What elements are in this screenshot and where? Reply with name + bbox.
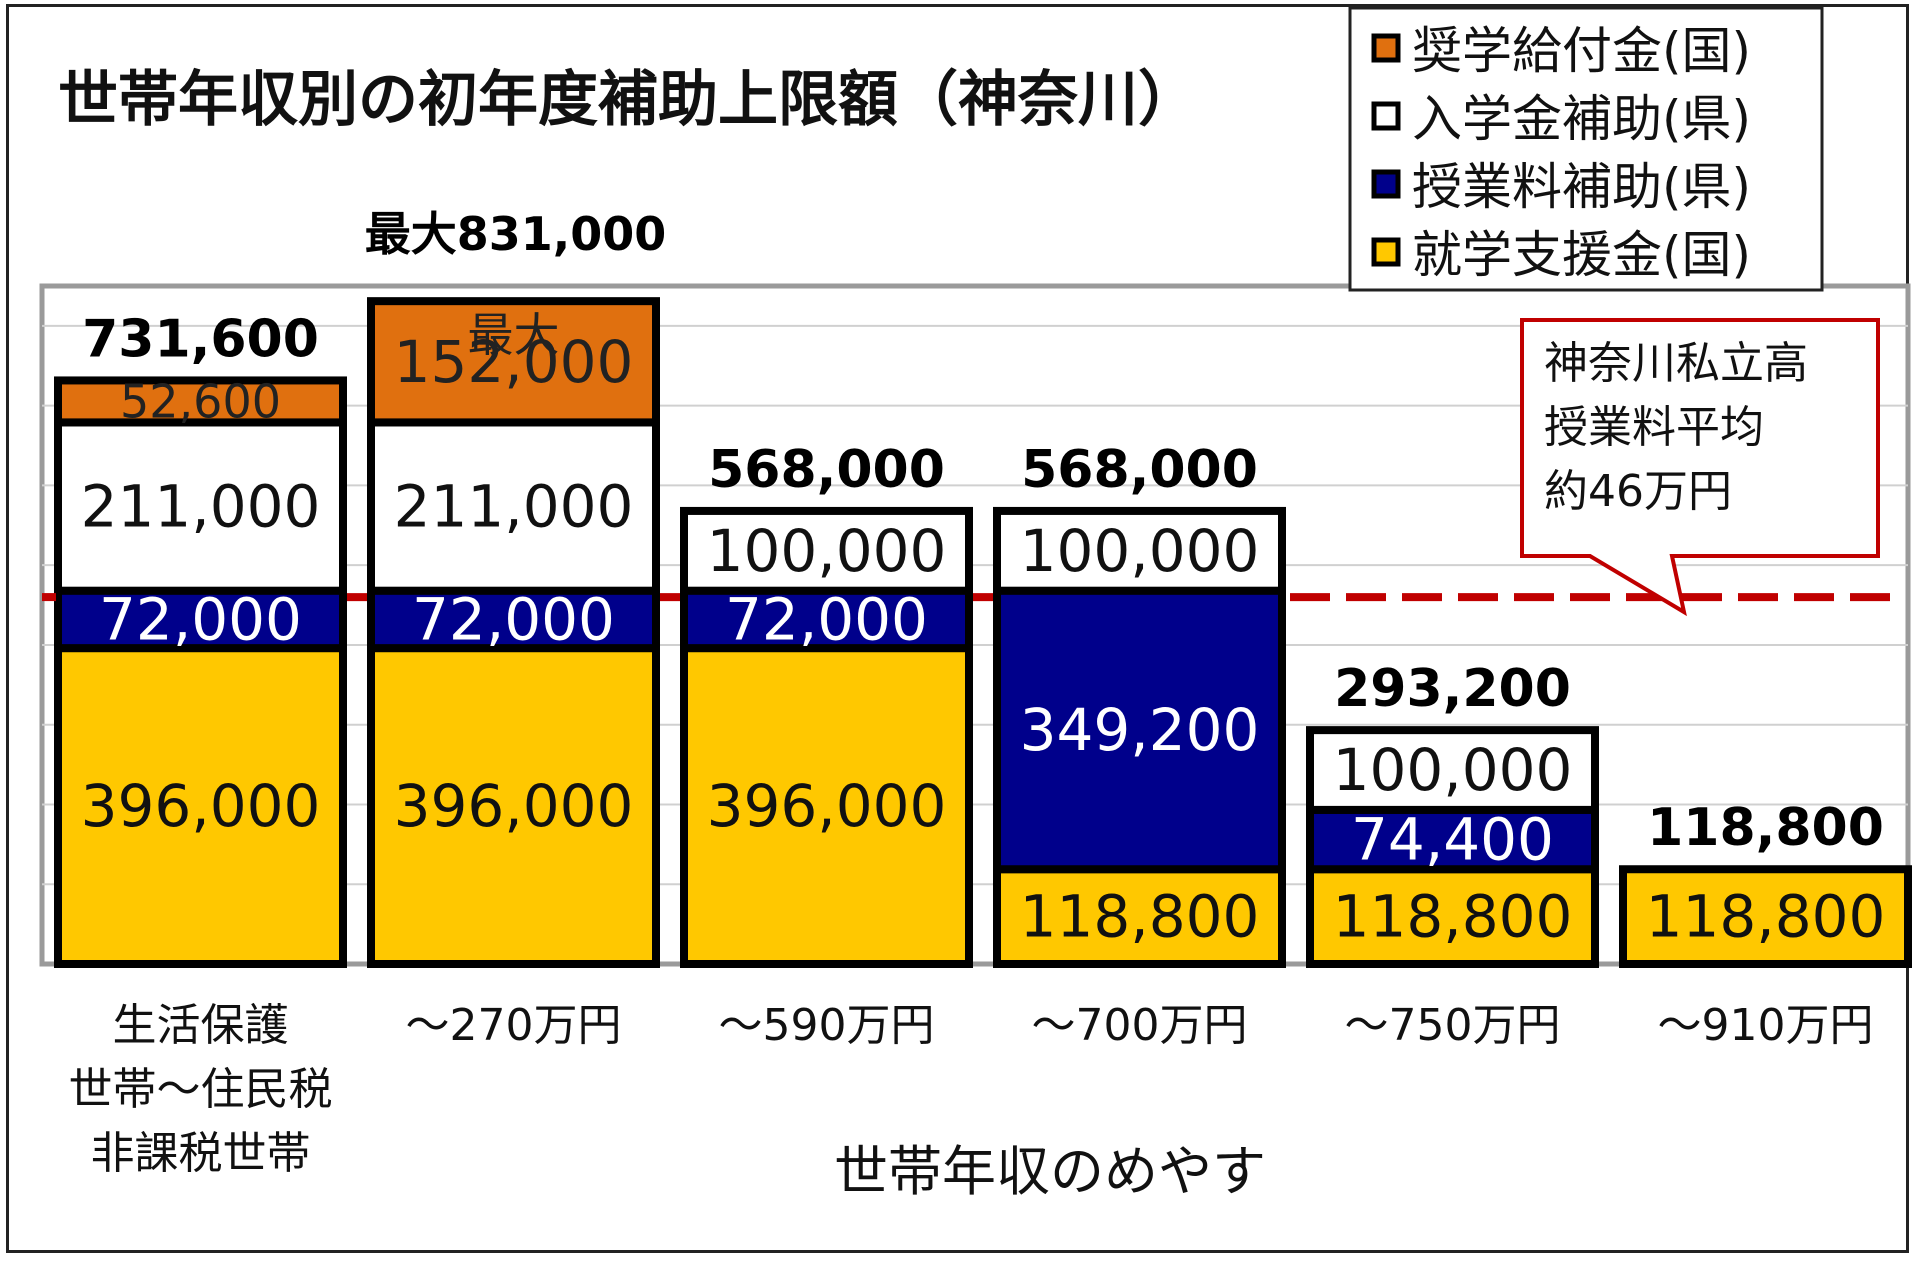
category-label: ～270万円: [406, 1000, 622, 1051]
legend-label: 入学金補助(県): [1412, 90, 1751, 148]
legend-swatch: [1371, 33, 1401, 63]
segment-label: 100,000: [1333, 736, 1573, 804]
category-label: ～750万円: [1345, 1000, 1561, 1051]
bar-segment: [680, 506, 973, 595]
segment-label: 100,000: [707, 517, 947, 585]
bar-segment: [1619, 865, 1912, 968]
segment-label: 118,800: [1646, 883, 1886, 951]
legend-swatch: [1371, 237, 1401, 267]
category-label: 非課税世帯: [91, 1128, 311, 1179]
bar-total-label: 731,600: [82, 309, 319, 369]
category-label: ～590万円: [719, 1000, 935, 1051]
legend: [1348, 6, 1824, 292]
legend-label: 授業料補助(県): [1412, 158, 1751, 216]
segment-label: 52,600: [120, 374, 281, 428]
reference-callout-text: 授業料平均: [1544, 402, 1764, 453]
segment-label: 72,000: [99, 585, 302, 653]
bar-segment: [54, 418, 347, 595]
bar-segment: [993, 506, 1286, 595]
bar-segment: [54, 644, 347, 968]
legend-swatch: [1371, 101, 1401, 131]
max-inner-label: 最大: [468, 308, 560, 362]
bar-segment: [1306, 726, 1599, 814]
segment-label: 211,000: [81, 473, 321, 541]
bar-segment: [680, 586, 973, 653]
segment-label: 72,000: [725, 585, 928, 653]
bar-segment: [54, 376, 347, 427]
category-label: 世帯～住民税: [69, 1064, 333, 1115]
category-label: ～910万円: [1658, 1000, 1874, 1051]
bar-total-label: 118,800: [1647, 798, 1884, 858]
segment-label: 74,400: [1351, 806, 1554, 874]
segment-label: 100,000: [1020, 517, 1260, 585]
max-total-label: 最大831,000: [365, 207, 667, 261]
segment-label: 211,000: [394, 473, 634, 541]
legend-swatch: [1371, 169, 1401, 199]
segment-label: 72,000: [412, 585, 615, 653]
legend-label: 就学支援金(国): [1412, 226, 1751, 284]
segment-label: 118,800: [1333, 883, 1573, 951]
segment-label: 396,000: [707, 772, 947, 840]
reference-callout-text: 約46万円: [1544, 466, 1732, 517]
bar-segment: [1306, 805, 1599, 874]
bar-total-label: 293,200: [1334, 659, 1571, 719]
bar-total-label: 568,000: [708, 440, 945, 500]
bar-total-label: 568,000: [1021, 440, 1258, 500]
x-axis-label: 世帯年収のめやす: [834, 1140, 1266, 1203]
reference-callout-text: 神奈川私立高: [1544, 338, 1808, 389]
segment-label: 118,800: [1020, 883, 1260, 951]
bar-segment: [993, 586, 1286, 874]
category-label: 生活保護: [113, 1000, 289, 1051]
segment-label: 396,000: [394, 772, 634, 840]
segment-label: 152,000: [394, 328, 634, 396]
chart-title: 世帯年収別の初年度補助上限額（神奈川）: [58, 65, 1198, 135]
segment-label: 349,200: [1020, 696, 1260, 764]
bar-segment: [680, 644, 973, 968]
bar-segment: [367, 418, 660, 595]
category-label: ～700万円: [1032, 1000, 1248, 1051]
bar-segment: [367, 297, 660, 427]
segment-label: 396,000: [81, 772, 321, 840]
reference-callout: [1520, 318, 1880, 617]
legend-label: 奨学給付金(国): [1412, 22, 1751, 80]
